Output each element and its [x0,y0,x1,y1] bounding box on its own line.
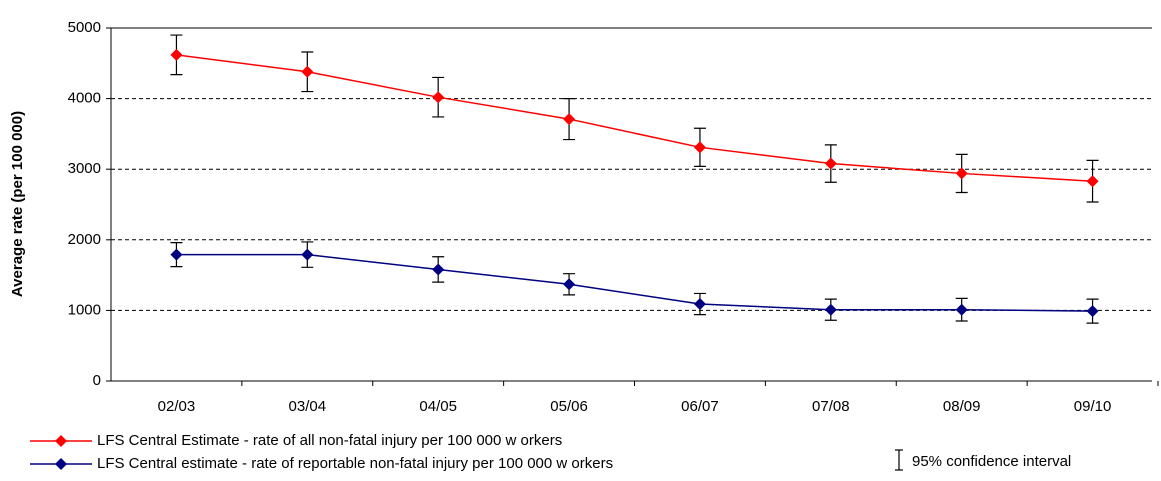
marker [301,65,314,78]
legend-marker [55,435,67,447]
x-tick-label: 04/05 [419,398,457,415]
marker [432,91,445,104]
marker [955,167,968,180]
x-tick-label: 09/10 [1074,398,1112,415]
x-tick-label: 06/07 [681,398,719,415]
series-line [176,54,1093,182]
marker [563,278,576,291]
y-axis-label: Average rate (per 100 000) [9,111,26,297]
marker [693,141,706,154]
y-tick-label: 5000 [68,19,101,36]
x-tick-label: 02/03 [158,398,196,415]
marker [301,248,314,261]
legend-marker [55,458,67,470]
marker [170,248,183,261]
y-tick-label: 0 [93,372,101,389]
marker [824,157,837,170]
y-tick-label: 1000 [68,301,101,318]
marker [432,263,445,276]
legend-label: LFS Central Estimate - rate of all non-f… [97,432,562,449]
error-bar-legend: 95% confidence interval [912,453,1071,470]
marker [563,113,576,126]
marker [955,303,968,316]
x-tick-label: 08/09 [943,398,981,415]
series-line [176,253,1093,312]
legend-label: LFS Central estimate - rate of reportabl… [97,455,613,472]
y-tick-label: 3000 [68,160,101,177]
y-tick-label: 4000 [68,90,101,107]
marker [170,48,183,61]
x-tick-label: 05/06 [550,398,588,415]
marker [693,298,706,311]
marker [1086,175,1099,188]
x-tick-label: 07/08 [812,398,850,415]
y-tick-label: 2000 [68,231,101,248]
marker [1086,305,1099,318]
marker [824,303,837,316]
x-tick-label: 03/04 [289,398,327,415]
error-bar-icon [895,449,903,471]
